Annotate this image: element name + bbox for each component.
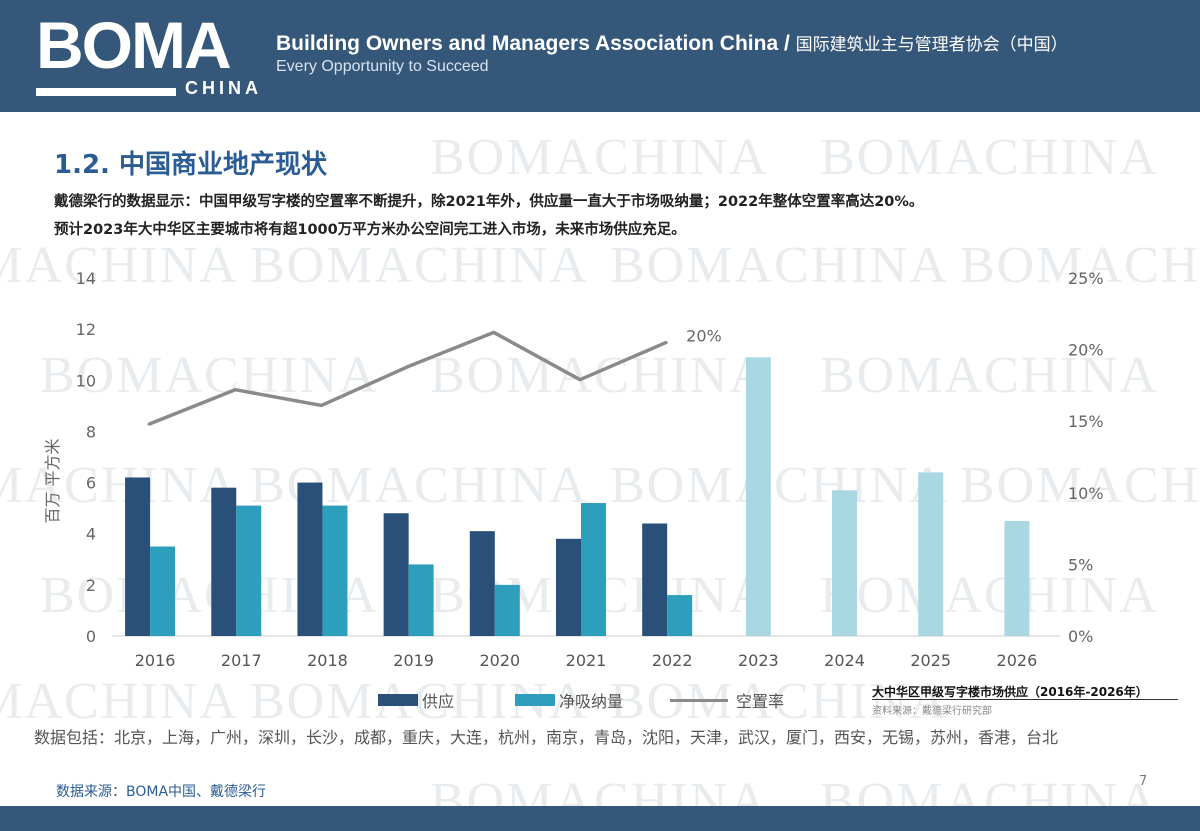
summary-line-1: 戴德梁行的数据显示：中国甲级写字楼的空置率不断提升，除2021年外，供应量一直大… bbox=[54, 194, 924, 210]
organization-name-en: Building Owners and Managers Association… bbox=[276, 32, 790, 55]
y-tick-label-left: 8 bbox=[86, 422, 96, 441]
legend-label-supply: 供应 bbox=[422, 692, 455, 711]
header-banner: BOMA CHINA Building Owners and Managers … bbox=[0, 0, 1200, 112]
bar-supply bbox=[556, 538, 581, 636]
bar-supply-forecast bbox=[832, 490, 858, 636]
vacancy-line-group: 20% bbox=[147, 326, 722, 426]
boma-china-logo: BOMA CHINA bbox=[36, 12, 266, 102]
bar-net-absorption bbox=[581, 503, 606, 636]
y-axis-left: 0 2 4 6 8 10 12 14 bbox=[76, 269, 96, 646]
vacancy-point bbox=[406, 365, 410, 369]
page-number: 7 bbox=[1139, 774, 1148, 789]
vacancy-point bbox=[492, 330, 496, 334]
legend-item-absorption: 净吸纳量 bbox=[515, 688, 623, 712]
x-tick-label: 2022 bbox=[652, 651, 693, 670]
vacancy-point bbox=[233, 388, 237, 392]
y-tick-label-right: 0% bbox=[1068, 627, 1093, 646]
footer-bar bbox=[0, 806, 1200, 831]
x-tick-label: 2019 bbox=[393, 651, 434, 670]
vacancy-rate-line bbox=[148, 330, 667, 426]
bar-net-absorption bbox=[494, 584, 520, 636]
organization-name: Building Owners and Managers Association… bbox=[276, 30, 1068, 56]
y-tick-label-right: 15% bbox=[1068, 412, 1104, 431]
bars-group bbox=[125, 357, 1030, 636]
y-tick-label-left: 4 bbox=[86, 525, 96, 544]
y-tick-label-left: 0 bbox=[86, 627, 96, 646]
chart-source: 资料来源：戴德梁行研究部 bbox=[872, 706, 992, 717]
bar-supply-forecast bbox=[745, 357, 771, 636]
legend-swatch-vacancy bbox=[670, 698, 728, 702]
y-tick-label-left: 6 bbox=[86, 474, 96, 493]
coverage-text: 数据包括：北京，上海，广州，深圳，长沙，成都，重庆，大连，杭州，南京，青岛，沈阳… bbox=[34, 728, 1059, 747]
vacancy-point bbox=[578, 378, 582, 382]
watermark: BOMACHINA bbox=[430, 129, 769, 186]
logo-text: BOMA bbox=[36, 8, 232, 82]
bar-supply bbox=[383, 513, 409, 636]
y-tick-label-right: 10% bbox=[1068, 484, 1104, 503]
chart-caption: 大中华区甲级写字楼市场供应（2016年-2026年） bbox=[872, 685, 1148, 699]
legend-swatch-absorption bbox=[515, 694, 555, 706]
section-title: 1.2. 中国商业地产现状 bbox=[54, 150, 327, 180]
logo-subtext: CHINA bbox=[185, 78, 262, 98]
chart-legend: 供应 净吸纳量 空置率 bbox=[0, 688, 860, 712]
legend-label-vacancy: 空置率 bbox=[736, 692, 785, 711]
logo-bar bbox=[36, 88, 176, 96]
y-axis-right: 0% 5% 10% 15% 20% 25% bbox=[1068, 269, 1104, 646]
bar-supply-forecast bbox=[918, 472, 944, 636]
bar-net-absorption bbox=[667, 595, 693, 636]
vacancy-point bbox=[319, 403, 323, 407]
bar-supply bbox=[297, 482, 323, 636]
x-tick-label: 2016 bbox=[135, 651, 176, 670]
bar-supply-forecast bbox=[1004, 520, 1030, 636]
legend-item-vacancy: 空置率 bbox=[670, 688, 784, 712]
bar-supply bbox=[469, 531, 495, 636]
bar-net-absorption bbox=[408, 564, 434, 636]
y-axis-label: 百万 平方米 bbox=[43, 438, 62, 523]
summary-line-2: 预计2023年大中华区主要城市将有超1000万平方米办公空间完工进入市场，未来市… bbox=[54, 222, 686, 238]
legend-item-supply: 供应 bbox=[378, 688, 454, 712]
x-tick-label: 2018 bbox=[307, 651, 348, 670]
vacancy-point bbox=[664, 340, 668, 344]
y-tick-label-right: 5% bbox=[1068, 555, 1093, 574]
organization-name-cn: 国际建筑业主与管理者协会（中国） bbox=[795, 35, 1068, 54]
x-tick-label: 2017 bbox=[221, 651, 262, 670]
bar-supply bbox=[642, 523, 668, 636]
x-tick-label: 2023 bbox=[738, 651, 779, 670]
watermark: BOMACHINA bbox=[820, 129, 1159, 186]
y-tick-label-left: 2 bbox=[86, 576, 96, 595]
legend-swatch-supply bbox=[378, 694, 418, 706]
slogan: Every Opportunity to Succeed bbox=[276, 58, 489, 75]
x-tick-label: 2025 bbox=[910, 651, 951, 670]
y-tick-label-left: 14 bbox=[76, 269, 96, 288]
y-tick-label-left: 12 bbox=[76, 320, 96, 339]
chart-caption-underline bbox=[872, 699, 1178, 700]
x-tick-label: 2020 bbox=[479, 651, 520, 670]
x-axis: 2016 2017 2018 2019 2020 2021 2022 2023 2024 2025… bbox=[135, 651, 1038, 670]
y-tick-label-right: 20% bbox=[1068, 341, 1104, 360]
y-tick-label-right: 25% bbox=[1068, 269, 1104, 288]
x-tick-label: 2026 bbox=[997, 651, 1038, 670]
x-tick-label: 2021 bbox=[566, 651, 607, 670]
data-source: 数据来源：BOMA中国、戴德梁行 bbox=[56, 784, 267, 800]
vacancy-point bbox=[147, 422, 151, 426]
bar-supply bbox=[211, 487, 237, 636]
y-tick-label-left: 10 bbox=[76, 371, 96, 390]
bar-net-absorption bbox=[150, 546, 176, 636]
legend-label-absorption: 净吸纳量 bbox=[559, 692, 624, 711]
vacancy-annotation: 20% bbox=[686, 326, 722, 345]
bar-net-absorption bbox=[236, 505, 262, 636]
bar-supply bbox=[125, 477, 151, 636]
x-tick-label: 2024 bbox=[824, 651, 865, 670]
bar-net-absorption bbox=[322, 505, 348, 636]
